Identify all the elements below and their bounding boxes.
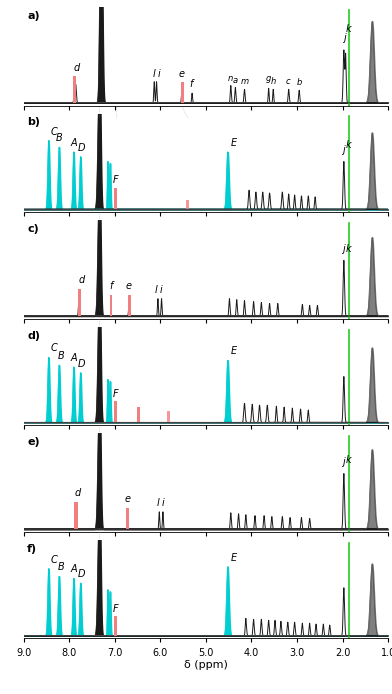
Text: $d$: $d$ — [78, 273, 86, 285]
Text: $e$: $e$ — [123, 494, 131, 504]
Text: $i$: $i$ — [158, 67, 162, 79]
Text: $A$: $A$ — [70, 562, 79, 575]
Bar — [110, 295, 113, 316]
Text: $k$: $k$ — [345, 453, 353, 465]
Text: $l$: $l$ — [152, 67, 157, 79]
Bar — [114, 188, 117, 210]
Bar — [180, 82, 184, 103]
Text: $F$: $F$ — [112, 174, 120, 185]
Text: $E$: $E$ — [230, 551, 238, 563]
Text: b): b) — [27, 117, 40, 128]
Bar — [167, 411, 170, 423]
Text: $B$: $B$ — [57, 349, 65, 361]
Text: $d$: $d$ — [73, 61, 82, 73]
Text: $j$: $j$ — [341, 455, 347, 468]
Bar — [74, 502, 78, 529]
Text: $f$: $f$ — [189, 77, 196, 90]
Bar — [126, 508, 129, 529]
Text: $B$: $B$ — [55, 131, 63, 143]
Text: $n$: $n$ — [227, 74, 234, 83]
Text: $d$: $d$ — [74, 486, 82, 498]
Text: e): e) — [27, 437, 40, 447]
Text: $l$: $l$ — [154, 283, 159, 295]
Text: $e$: $e$ — [125, 281, 133, 291]
Text: $c$: $c$ — [285, 78, 292, 87]
Bar — [187, 200, 189, 210]
Text: $k$: $k$ — [345, 22, 353, 34]
Text: $C$: $C$ — [50, 552, 59, 565]
Text: $l$: $l$ — [156, 496, 160, 508]
Text: $b$: $b$ — [296, 76, 303, 87]
Text: $h$: $h$ — [270, 76, 277, 87]
Bar — [73, 76, 76, 103]
Bar — [78, 289, 81, 316]
Bar — [114, 616, 117, 636]
Bar — [114, 401, 117, 423]
Text: $F$: $F$ — [112, 602, 120, 613]
Text: c): c) — [27, 224, 39, 234]
Text: $B$: $B$ — [57, 560, 65, 573]
Text: $A$: $A$ — [70, 351, 79, 363]
Text: $D$: $D$ — [77, 141, 86, 153]
Text: $D$: $D$ — [77, 567, 86, 579]
Text: $k$: $k$ — [345, 138, 353, 150]
Text: $g$: $g$ — [265, 74, 272, 85]
Text: $C$: $C$ — [50, 341, 59, 353]
Text: a): a) — [27, 11, 40, 21]
Text: $j$: $j$ — [341, 242, 347, 255]
Text: $C$: $C$ — [50, 124, 59, 137]
Text: d): d) — [27, 330, 40, 341]
Text: f): f) — [27, 544, 37, 554]
Bar — [137, 407, 140, 423]
X-axis label: δ (ppm): δ (ppm) — [184, 660, 228, 670]
Text: $f$: $f$ — [109, 279, 116, 291]
Text: $D$: $D$ — [77, 357, 86, 369]
Text: $k$: $k$ — [345, 242, 353, 253]
Text: $i$: $i$ — [161, 496, 165, 508]
Text: $a$: $a$ — [232, 76, 239, 85]
Bar — [128, 295, 131, 316]
Text: $j$: $j$ — [341, 143, 347, 157]
Text: $i$: $i$ — [159, 283, 164, 295]
Text: $e$: $e$ — [178, 69, 186, 79]
Text: $E$: $E$ — [230, 344, 238, 356]
Text: $A$: $A$ — [70, 136, 79, 148]
Text: $j$: $j$ — [342, 31, 348, 45]
Text: $F$: $F$ — [112, 387, 120, 398]
Text: $m$: $m$ — [240, 78, 249, 87]
Text: $E$: $E$ — [230, 136, 238, 148]
